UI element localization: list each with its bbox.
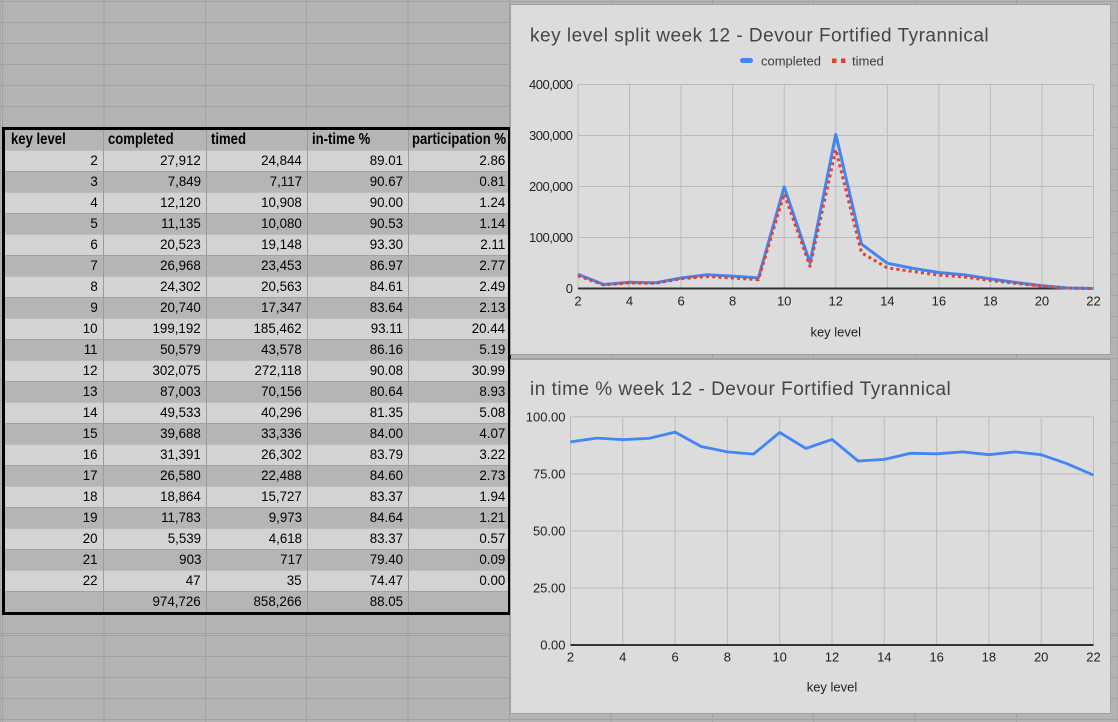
svg-text:50.00: 50.00 <box>533 523 566 538</box>
svg-text:4: 4 <box>626 294 633 309</box>
svg-text:6: 6 <box>671 650 678 665</box>
svg-text:key level: key level <box>807 680 858 695</box>
svg-text:timed: timed <box>852 54 884 69</box>
svg-text:10: 10 <box>777 294 791 309</box>
svg-text:10: 10 <box>772 650 786 665</box>
svg-text:16: 16 <box>932 294 946 309</box>
svg-text:completed: completed <box>761 54 821 69</box>
svg-text:18: 18 <box>983 294 997 309</box>
svg-text:14: 14 <box>880 294 894 309</box>
svg-text:22: 22 <box>1086 294 1100 309</box>
svg-text:100,000: 100,000 <box>529 230 573 245</box>
svg-text:0: 0 <box>566 281 573 296</box>
svg-text:300,000: 300,000 <box>529 128 573 143</box>
svg-text:20: 20 <box>1035 294 1049 309</box>
svg-text:100.00: 100.00 <box>526 409 566 424</box>
svg-text:in time % week 12 - Devour For: in time % week 12 - Devour Fortified Tyr… <box>530 379 951 400</box>
svg-text:12: 12 <box>825 650 839 665</box>
svg-text:6: 6 <box>677 294 684 309</box>
svg-text:25.00: 25.00 <box>533 580 566 595</box>
svg-text:20: 20 <box>1034 650 1048 665</box>
svg-text:2: 2 <box>567 650 574 665</box>
svg-text:key level split week 12 - Devo: key level split week 12 - Devour Fortifi… <box>530 26 989 47</box>
svg-text:75.00: 75.00 <box>533 466 566 481</box>
svg-text:4: 4 <box>619 650 626 665</box>
svg-text:12: 12 <box>829 294 843 309</box>
svg-text:18: 18 <box>982 650 996 665</box>
svg-text:16: 16 <box>929 650 943 665</box>
svg-text:400,000: 400,000 <box>529 77 573 92</box>
svg-text:key level: key level <box>810 325 861 340</box>
svg-text:8: 8 <box>724 650 731 665</box>
svg-text:2: 2 <box>574 294 581 309</box>
svg-text:14: 14 <box>877 650 891 665</box>
svg-text:8: 8 <box>729 294 736 309</box>
svg-text:200,000: 200,000 <box>529 179 573 194</box>
svg-text:0.00: 0.00 <box>540 638 565 653</box>
svg-text:22: 22 <box>1086 650 1100 665</box>
